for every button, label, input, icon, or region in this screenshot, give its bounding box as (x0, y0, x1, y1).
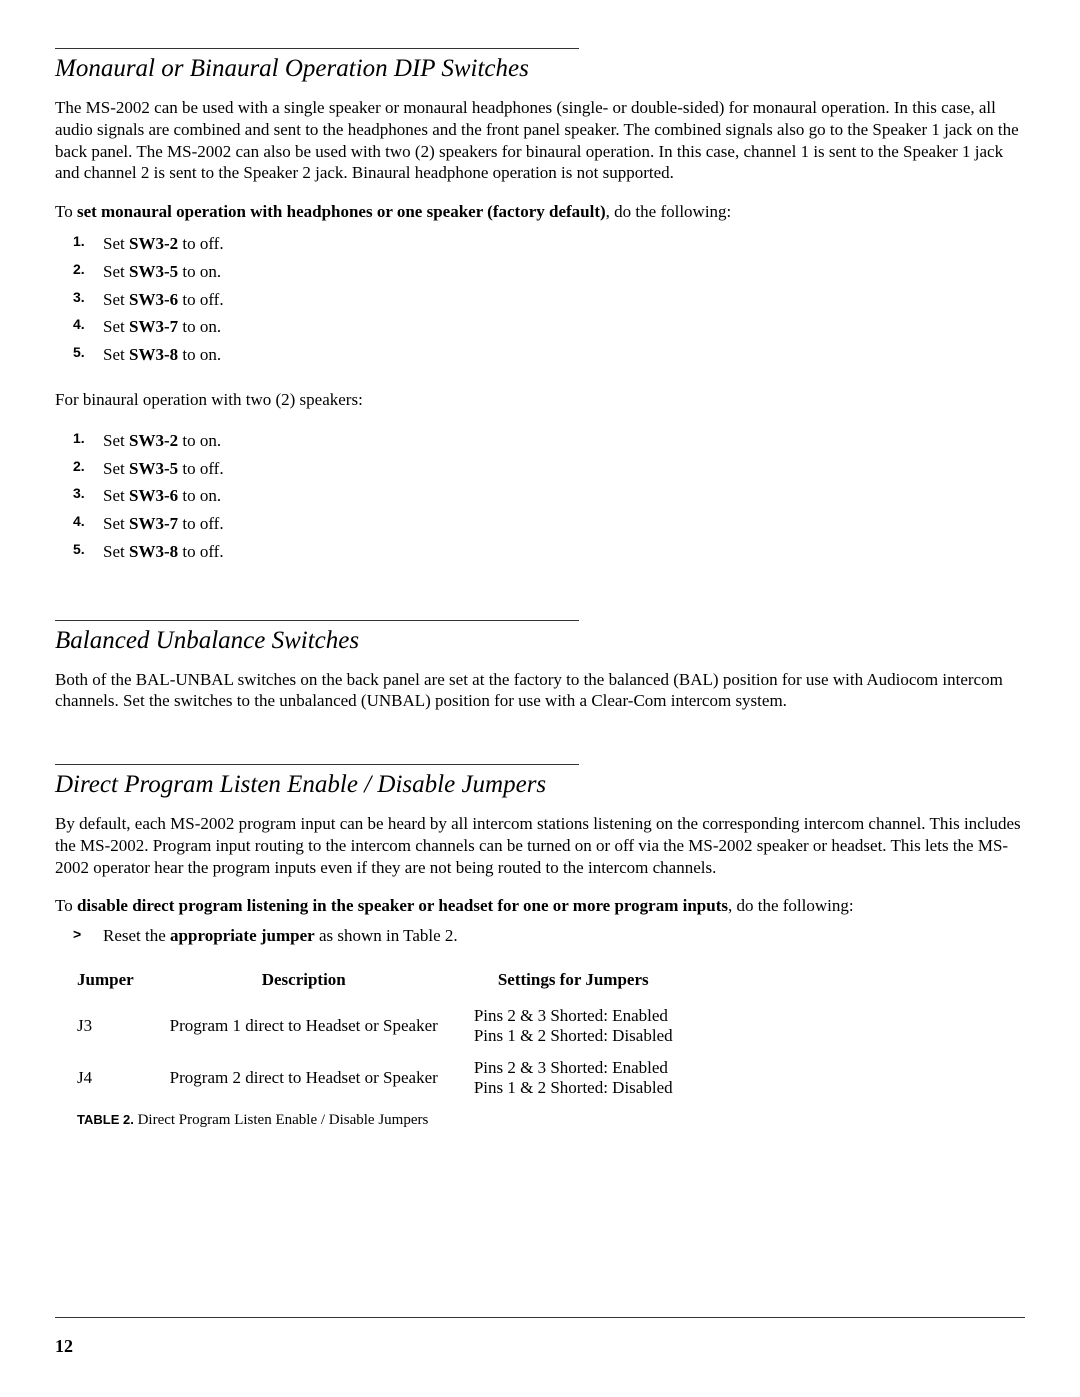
text: to on. (178, 262, 221, 281)
table-row: J3 Program 1 direct to Headset or Speake… (77, 1000, 691, 1052)
instruction-line: To set monaural operation with headphone… (55, 202, 1025, 222)
list-item: Set SW3-2 to off. (103, 232, 1025, 256)
text-bold: SW3-8 (129, 542, 178, 561)
text: to on. (178, 431, 221, 450)
text: Set (103, 317, 129, 336)
col-description: Description (152, 966, 456, 1000)
text: Reset the (103, 926, 170, 945)
text: Set (103, 486, 129, 505)
caption-text: Direct Program Listen Enable / Disable J… (134, 1112, 429, 1128)
page: Monaural or Binaural Operation DIP Switc… (0, 0, 1080, 1397)
text: To (55, 896, 77, 915)
arrow-list: Reset the appropriate jumper as shown in… (55, 926, 1025, 946)
text: Set (103, 234, 129, 253)
paragraph: The MS-2002 can be used with a single sp… (55, 97, 1025, 184)
text: Set (103, 431, 129, 450)
text: to off. (178, 542, 224, 561)
text: Set (103, 262, 129, 281)
list-item: Set SW3-8 to on. (103, 343, 1025, 367)
text-bold: SW3-6 (129, 486, 178, 505)
cell-jumper: J3 (77, 1000, 152, 1052)
text-bold: SW3-2 (129, 234, 178, 253)
list-item: Set SW3-7 to on. (103, 315, 1025, 339)
text-bold: SW3-2 (129, 431, 178, 450)
text: to on. (178, 345, 221, 364)
list-item: Set SW3-2 to on. (103, 429, 1025, 453)
page-number: 12 (55, 1336, 73, 1356)
list-item: Reset the appropriate jumper as shown in… (103, 926, 1025, 946)
section-heading-monaural: Monaural or Binaural Operation DIP Switc… (55, 48, 579, 83)
paragraph: Both of the BAL-UNBAL switches on the ba… (55, 669, 1025, 713)
text: Pins 1 & 2 Shorted: Disabled (474, 1078, 673, 1098)
table-header-row: Jumper Description Settings for Jumpers (77, 966, 691, 1000)
table-caption: TABLE 2. Direct Program Listen Enable / … (77, 1112, 1025, 1129)
text-bold: SW3-5 (129, 459, 178, 478)
text-bold: SW3-7 (129, 317, 178, 336)
text: , do the following: (606, 202, 732, 221)
text: to off. (178, 514, 224, 533)
list-item: Set SW3-6 to off. (103, 288, 1025, 312)
paragraph: For binaural operation with two (2) spea… (55, 389, 1025, 411)
text-bold: appropriate jumper (170, 926, 315, 945)
text: Set (103, 459, 129, 478)
ordered-list-binaural: Set SW3-2 to on. Set SW3-5 to off. Set S… (55, 429, 1025, 564)
text: Pins 2 & 3 Shorted: Enabled (474, 1006, 673, 1026)
text-bold: SW3-8 (129, 345, 178, 364)
table-container: Jumper Description Settings for Jumpers … (77, 966, 1025, 1129)
text: To (55, 202, 77, 221)
text: Pins 1 & 2 Shorted: Disabled (474, 1026, 673, 1046)
text: to on. (178, 317, 221, 336)
instruction-line: To disable direct program listening in t… (55, 896, 1025, 916)
cell-jumper: J4 (77, 1052, 152, 1104)
ordered-list-monaural: Set SW3-2 to off. Set SW3-5 to on. Set S… (55, 232, 1025, 367)
text: to off. (178, 290, 224, 309)
text: to on. (178, 486, 221, 505)
page-footer: 12 (55, 1317, 1025, 1357)
jumper-table: Jumper Description Settings for Jumpers … (77, 966, 691, 1104)
col-jumper: Jumper (77, 966, 152, 1000)
text: Set (103, 514, 129, 533)
spacer (55, 586, 1025, 620)
list-item: Set SW3-5 to on. (103, 260, 1025, 284)
text-bold: set monaural operation with headphones o… (77, 202, 606, 221)
cell-settings: Pins 2 & 3 Shorted: Enabled Pins 1 & 2 S… (456, 1000, 691, 1052)
table-row: J4 Program 2 direct to Headset or Speake… (77, 1052, 691, 1104)
text: Set (103, 345, 129, 364)
section-heading-jumpers: Direct Program Listen Enable / Disable J… (55, 764, 579, 799)
cell-desc: Program 2 direct to Headset or Speaker (152, 1052, 456, 1104)
list-item: Set SW3-6 to on. (103, 484, 1025, 508)
section-heading-balanced: Balanced Unbalance Switches (55, 620, 579, 655)
text: to off. (178, 459, 224, 478)
col-settings: Settings for Jumpers (456, 966, 691, 1000)
text: Pins 2 & 3 Shorted: Enabled (474, 1058, 673, 1078)
text-bold: SW3-5 (129, 262, 178, 281)
paragraph: By default, each MS-2002 program input c… (55, 813, 1025, 878)
text: as shown in Table 2. (315, 926, 458, 945)
text: Set (103, 290, 129, 309)
text: , do the following: (728, 896, 854, 915)
cell-desc: Program 1 direct to Headset or Speaker (152, 1000, 456, 1052)
caption-label: TABLE 2. (77, 1112, 134, 1127)
text-bold: disable direct program listening in the … (77, 896, 728, 915)
list-item: Set SW3-5 to off. (103, 457, 1025, 481)
list-item: Set SW3-8 to off. (103, 540, 1025, 564)
cell-settings: Pins 2 & 3 Shorted: Enabled Pins 1 & 2 S… (456, 1052, 691, 1104)
spacer (55, 730, 1025, 764)
text: Set (103, 542, 129, 561)
list-item: Set SW3-7 to off. (103, 512, 1025, 536)
text-bold: SW3-6 (129, 290, 178, 309)
text-bold: SW3-7 (129, 514, 178, 533)
text: to off. (178, 234, 224, 253)
